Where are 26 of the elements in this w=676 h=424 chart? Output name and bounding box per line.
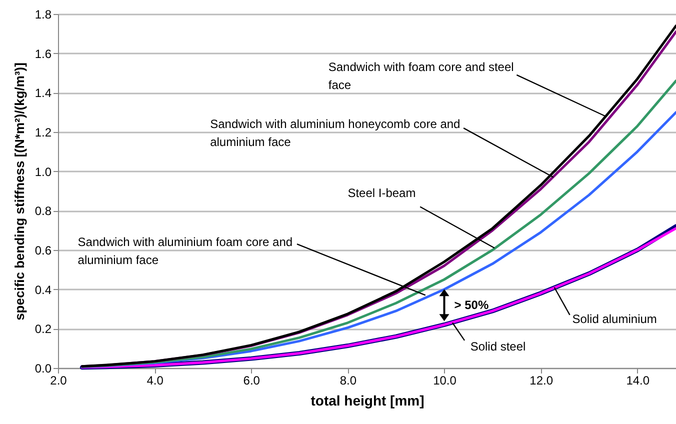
- annotation: Solid steel: [470, 339, 526, 354]
- x-tick-label: 6.0: [243, 374, 260, 388]
- annotation: Steel I-beam: [348, 186, 416, 200]
- x-tick-label: 4.0: [146, 374, 164, 388]
- y-tick-label: 0.4: [34, 282, 52, 297]
- y-tick-label: 1.2: [34, 126, 52, 140]
- y-axis-title: specific bending stiffness [(N*m²)/(kg/m³)]: [12, 62, 27, 320]
- annotation: Solid aluminium: [572, 312, 657, 326]
- y-tick-label: 1.8: [34, 8, 52, 22]
- annotation: Sandwich with aluminium foam core and aluminium face: [78, 235, 293, 268]
- x-axis-title: total height [mm]: [310, 392, 424, 408]
- y-tick-label: 1.4: [34, 86, 52, 100]
- y-tick-label: 0.0: [34, 362, 52, 376]
- y-tick-label: 0.6: [34, 244, 52, 258]
- x-tick-label: 2.0: [50, 374, 68, 388]
- annotation: Sandwich with foam core and steel face: [328, 60, 514, 92]
- x-tick-label: 12.0: [530, 374, 554, 388]
- annotation: Sandwich with aluminium honeycomb core and aluminium face: [210, 117, 460, 150]
- annotation: > 50%: [454, 298, 489, 312]
- y-tick-label: 0.8: [34, 204, 52, 218]
- y-tick-label: 0.2: [34, 322, 52, 336]
- y-tick-label: 1.6: [34, 46, 52, 61]
- x-tick-label: 14.0: [626, 374, 650, 388]
- x-tick-label: 10.0: [433, 374, 457, 388]
- x-tick-label: 8.0: [340, 374, 357, 388]
- y-tick-label: 1.0: [34, 164, 52, 179]
